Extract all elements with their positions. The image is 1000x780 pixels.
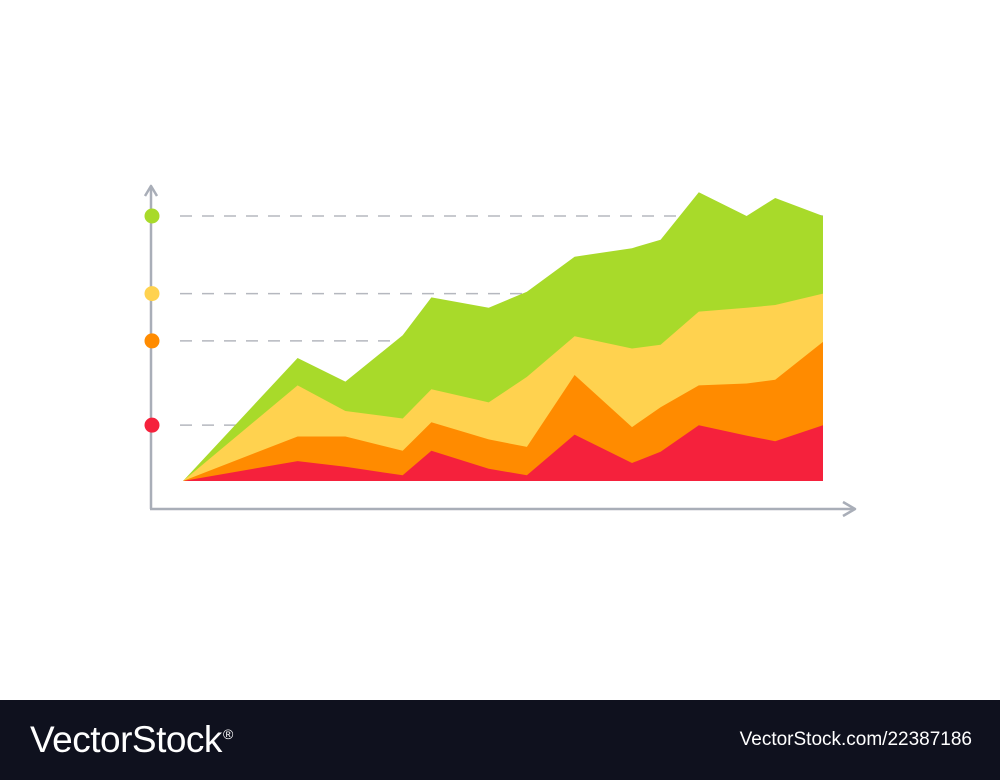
legend-marker-1 [144,208,160,224]
registered-mark: ® [222,725,233,742]
image-id: VectorStock.com/22387186 [739,729,972,750]
legend-marker-4 [144,417,160,433]
watermark-footer: VectorStock® VectorStock.com/22387186 [0,700,1000,780]
area-series-1 [183,425,823,481]
y-axis-arrow-icon [143,184,159,197]
stacked-area-chart [143,184,857,518]
brand-logo: VectorStock® [30,719,233,761]
brand-name: VectorStock [30,719,222,760]
legend-markers [144,208,160,433]
x-axis-arrow-icon [842,500,857,518]
legend-marker-3 [144,333,160,349]
area-series-2 [183,341,823,481]
area-series-group [183,192,823,482]
legend-marker-2 [144,286,160,302]
